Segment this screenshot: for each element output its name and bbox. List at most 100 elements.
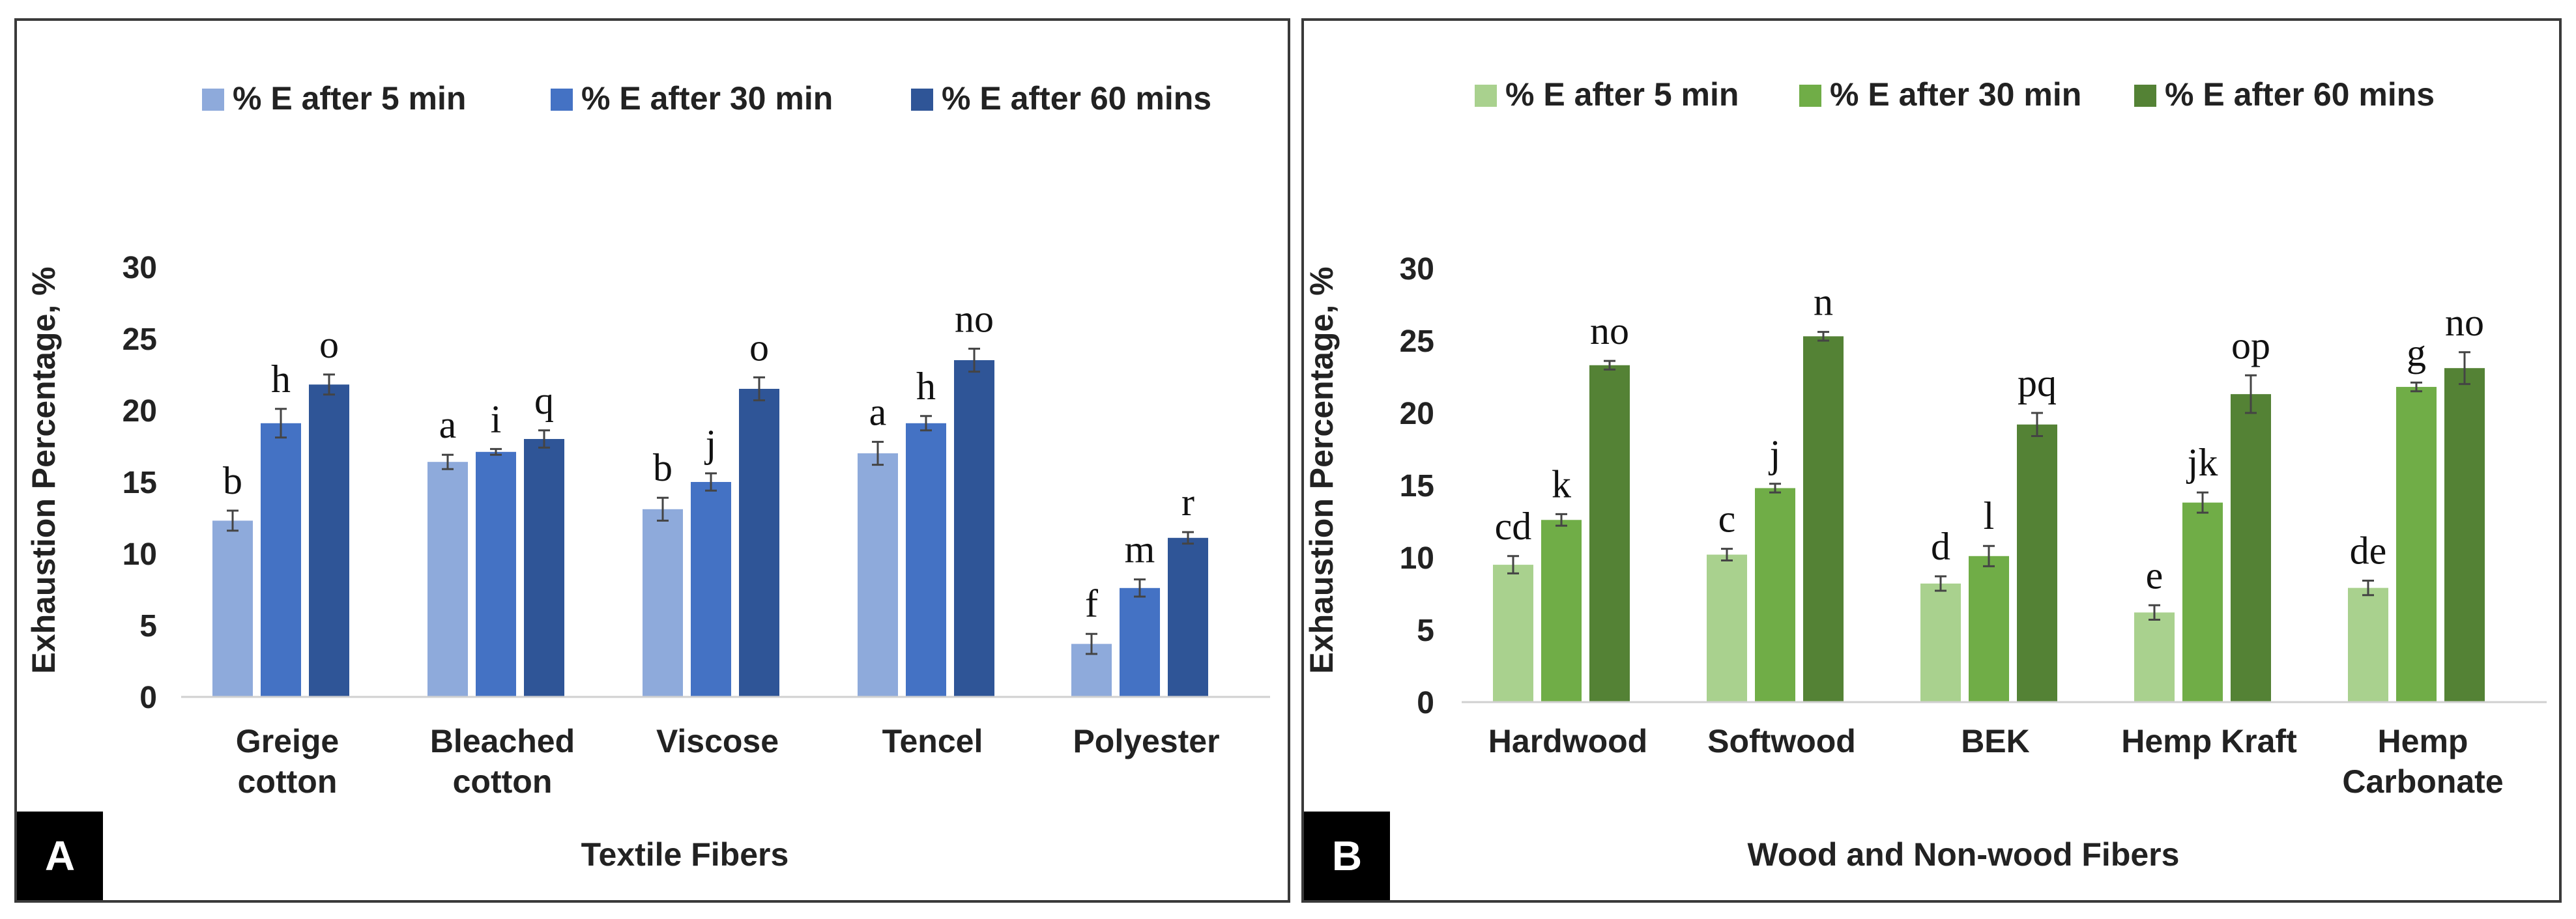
legend-label: % E after 60 mins (2165, 76, 2435, 113)
bar (1120, 587, 1160, 697)
bar (643, 509, 683, 697)
significance-label: o (319, 323, 339, 366)
significance-label: jk (2186, 441, 2218, 484)
significance-label: a (439, 403, 457, 446)
bar (261, 423, 301, 697)
significance-label: b (653, 446, 673, 489)
significance-label: e (2146, 554, 2164, 597)
y-tick-label: 15 (123, 466, 157, 500)
bar (1589, 365, 1630, 702)
bar (1755, 488, 1795, 702)
x-tick-label: Hemp (2378, 723, 2468, 759)
significance-label: b (223, 459, 242, 502)
significance-label: j (1769, 432, 1781, 475)
y-tick-label: 5 (139, 609, 157, 643)
x-tick-label: Bleached (430, 723, 575, 759)
significance-label: op (2231, 324, 2270, 367)
significance-label: g (2407, 331, 2426, 374)
bar (2134, 612, 2175, 702)
legend-swatch (1799, 85, 1821, 107)
bar (524, 439, 564, 697)
y-tick-label: 30 (1400, 252, 1434, 287)
legend-swatch (911, 89, 933, 111)
y-tick-label: 10 (123, 537, 157, 572)
y-tick-label: 0 (1417, 686, 1434, 720)
significance-label: k (1552, 462, 1571, 505)
panel-b: % E after 5 min % E after 30 min % E after… (1301, 18, 2562, 903)
bar (906, 423, 946, 697)
bar (476, 451, 516, 697)
chart-a: % E after 5 min % E after 30 min % E after… (25, 80, 1270, 873)
y-tick-label: 5 (1417, 614, 1434, 648)
x-tick-label: Hemp Kraft (2121, 723, 2297, 759)
significance-label: a (869, 390, 887, 433)
x-tick-label: Carbonate (2342, 763, 2503, 800)
x-tick-label: Polyester (1073, 723, 1219, 759)
significance-label: h (271, 358, 291, 401)
bar (1969, 556, 2009, 702)
x-axis-title: Textile Fibers (581, 836, 789, 873)
bar (427, 462, 468, 697)
bar (1920, 583, 1961, 702)
bar (954, 360, 994, 697)
x-tick-label: BEK (1961, 723, 2030, 759)
significance-label: no (2445, 301, 2484, 344)
bar (309, 384, 349, 697)
bar (1493, 565, 1533, 702)
x-tick-label: cotton (453, 763, 553, 800)
significance-label: n (1814, 281, 1833, 324)
panel-label-a: A (17, 812, 103, 900)
bar (2231, 394, 2271, 702)
panel-a: % E after 5 min % E after 30 min % E after… (14, 18, 1290, 903)
legend-swatch (551, 89, 573, 111)
panel-label-b: B (1304, 812, 1390, 900)
significance-label: q (534, 379, 554, 422)
legend-label: % E after 30 min (1830, 76, 2081, 113)
legend-label: % E after 5 min (1505, 76, 1739, 113)
significance-label: h (916, 365, 936, 408)
y-tick-label: 20 (1400, 397, 1434, 431)
bar (1541, 520, 1582, 702)
x-tick-label: Tencel (882, 723, 983, 759)
significance-label: c (1718, 498, 1736, 541)
y-axis-title: Exhaustion Percentage, % (25, 266, 62, 673)
x-axis-title: Wood and Non-wood Fibers (1748, 836, 2180, 873)
bar (2348, 587, 2388, 702)
significance-label: o (749, 326, 769, 369)
bar (858, 453, 898, 697)
significance-label: de (2350, 530, 2387, 573)
significance-label: pq (2018, 361, 2057, 404)
significance-label: l (1984, 494, 1995, 537)
y-tick-label: 20 (123, 394, 157, 429)
x-tick-label: Softwood (1707, 723, 1856, 759)
bar (1168, 537, 1208, 697)
bar (1803, 336, 1844, 702)
significance-label: f (1085, 582, 1098, 625)
significance-label: no (1590, 309, 1629, 352)
x-tick-label: Greige (236, 723, 339, 759)
bar (739, 389, 779, 697)
significance-label: m (1125, 528, 1155, 571)
bar (2017, 424, 2057, 702)
legend-swatch (2134, 85, 2156, 107)
significance-label: d (1931, 525, 1950, 568)
x-tick-label: cotton (238, 763, 338, 800)
chart-b: % E after 5 min % E after 30 min % E after… (1303, 76, 2547, 873)
significance-label: r (1181, 481, 1194, 524)
y-tick-label: 30 (123, 251, 157, 285)
y-tick-label: 25 (1400, 324, 1434, 359)
bar (2444, 368, 2485, 702)
legend-swatch (202, 89, 224, 111)
bar (2182, 502, 2223, 702)
x-tick-label: Viscose (656, 723, 779, 759)
legend-swatch (1475, 85, 1497, 107)
bar (212, 520, 253, 697)
legend-label: % E after 60 mins (942, 80, 1211, 117)
bar (691, 482, 731, 697)
bar (2396, 387, 2437, 702)
y-axis-title: Exhaustion Percentage, % (1304, 266, 1340, 673)
legend-label: % E after 30 min (581, 80, 833, 117)
significance-label: i (491, 397, 502, 440)
y-tick-label: 15 (1400, 469, 1434, 503)
